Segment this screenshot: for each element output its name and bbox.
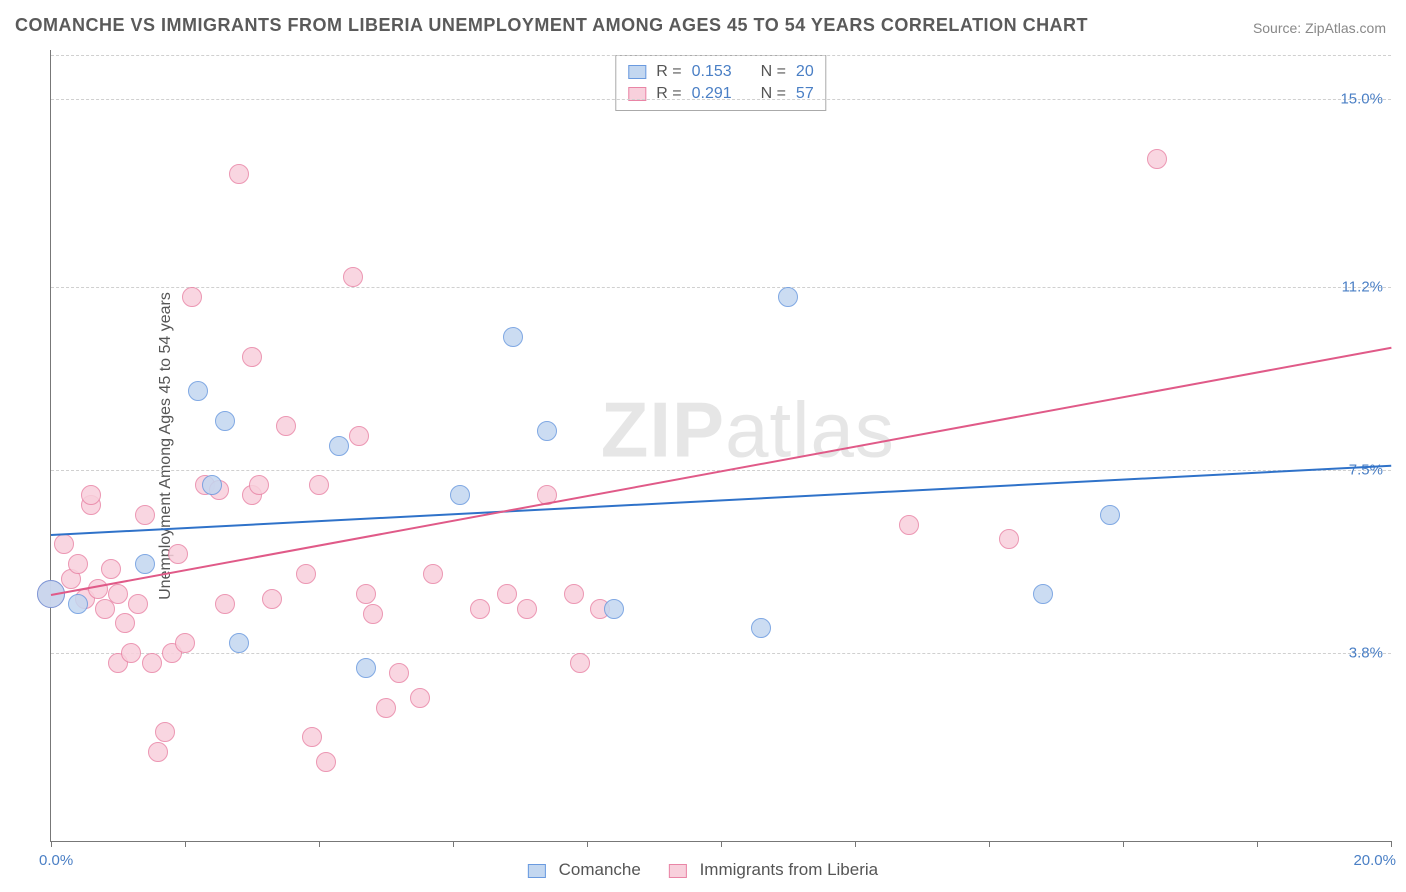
legend-r-label: R = <box>656 63 681 81</box>
x-tick <box>587 841 588 847</box>
trendline <box>51 347 1391 596</box>
scatter-point <box>389 663 409 683</box>
x-tick <box>319 841 320 847</box>
scatter-point <box>376 698 396 718</box>
legend-n-value-blue: 20 <box>796 63 814 81</box>
x-tick <box>51 841 52 847</box>
scatter-point <box>470 599 490 619</box>
x-tick <box>453 841 454 847</box>
scatter-point <box>135 505 155 525</box>
source-credit: Source: ZipAtlas.com <box>1253 20 1386 36</box>
scatter-point <box>115 613 135 633</box>
legend-series-bottom: Comanche Immigrants from Liberia <box>528 860 878 880</box>
x-tick <box>721 841 722 847</box>
y-tick-label: 11.2% <box>1342 279 1383 296</box>
scatter-point <box>1147 149 1167 169</box>
scatter-point <box>155 722 175 742</box>
x-tick <box>989 841 990 847</box>
gridline <box>51 55 1391 56</box>
scatter-point <box>276 416 296 436</box>
x-axis-end-label: 20.0% <box>1353 852 1396 869</box>
legend-swatch-blue <box>628 65 646 79</box>
scatter-point <box>128 594 148 614</box>
scatter-point <box>215 411 235 431</box>
scatter-point <box>363 604 383 624</box>
scatter-point <box>142 653 162 673</box>
scatter-point <box>343 267 363 287</box>
y-tick-label: 7.5% <box>1349 462 1383 479</box>
scatter-point <box>168 544 188 564</box>
scatter-point <box>503 327 523 347</box>
x-tick <box>185 841 186 847</box>
scatter-point <box>215 594 235 614</box>
legend-r-value-blue: 0.153 <box>692 63 732 81</box>
scatter-point <box>242 347 262 367</box>
scatter-point <box>54 534 74 554</box>
scatter-point <box>751 618 771 638</box>
chart-plot-area: ZIPatlas R = 0.153 N = 20 R = 0.291 N = … <box>50 50 1391 842</box>
scatter-point <box>249 475 269 495</box>
scatter-point <box>296 564 316 584</box>
scatter-point <box>497 584 517 604</box>
x-axis-start-label: 0.0% <box>39 852 73 869</box>
scatter-point <box>302 727 322 747</box>
scatter-point <box>135 554 155 574</box>
scatter-point <box>356 584 376 604</box>
scatter-point <box>81 485 101 505</box>
y-tick-label: 3.8% <box>1349 645 1383 662</box>
scatter-point <box>229 633 249 653</box>
scatter-point <box>570 653 590 673</box>
scatter-point <box>148 742 168 762</box>
legend-correlation-box: R = 0.153 N = 20 R = 0.291 N = 57 <box>615 55 826 111</box>
scatter-point <box>121 643 141 663</box>
chart-title: COMANCHE VS IMMIGRANTS FROM LIBERIA UNEM… <box>15 15 1088 36</box>
scatter-point <box>356 658 376 678</box>
scatter-point <box>316 752 336 772</box>
scatter-point <box>778 287 798 307</box>
scatter-point <box>101 559 121 579</box>
scatter-point <box>329 436 349 456</box>
scatter-point <box>349 426 369 446</box>
legend-item-blue: Comanche <box>528 860 641 880</box>
gridline <box>51 653 1391 654</box>
scatter-point <box>175 633 195 653</box>
scatter-point <box>68 554 88 574</box>
scatter-point <box>517 599 537 619</box>
x-tick <box>1391 841 1392 847</box>
legend-n-label: N = <box>761 63 786 81</box>
x-tick <box>855 841 856 847</box>
scatter-point <box>410 688 430 708</box>
scatter-point <box>202 475 222 495</box>
scatter-point <box>262 589 282 609</box>
gridline <box>51 287 1391 288</box>
legend-row-blue: R = 0.153 N = 20 <box>628 61 813 83</box>
scatter-point <box>604 599 624 619</box>
watermark: ZIPatlas <box>601 384 895 475</box>
scatter-point <box>564 584 584 604</box>
legend-row-pink: R = 0.291 N = 57 <box>628 83 813 105</box>
scatter-point <box>537 421 557 441</box>
legend-label-pink: Immigrants from Liberia <box>700 860 879 879</box>
scatter-point <box>182 287 202 307</box>
x-tick <box>1123 841 1124 847</box>
scatter-point <box>450 485 470 505</box>
scatter-point <box>1100 505 1120 525</box>
scatter-point <box>188 381 208 401</box>
y-tick-label: 15.0% <box>1340 91 1383 108</box>
legend-swatch-pink <box>669 864 687 878</box>
legend-label-blue: Comanche <box>559 860 641 879</box>
legend-item-pink: Immigrants from Liberia <box>669 860 878 880</box>
scatter-point <box>423 564 443 584</box>
legend-swatch-blue <box>528 864 546 878</box>
scatter-point <box>108 584 128 604</box>
scatter-point <box>68 594 88 614</box>
scatter-point <box>999 529 1019 549</box>
scatter-point <box>1033 584 1053 604</box>
scatter-point <box>899 515 919 535</box>
scatter-point <box>229 164 249 184</box>
scatter-point <box>88 579 108 599</box>
scatter-point <box>309 475 329 495</box>
x-tick <box>1257 841 1258 847</box>
gridline <box>51 99 1391 100</box>
